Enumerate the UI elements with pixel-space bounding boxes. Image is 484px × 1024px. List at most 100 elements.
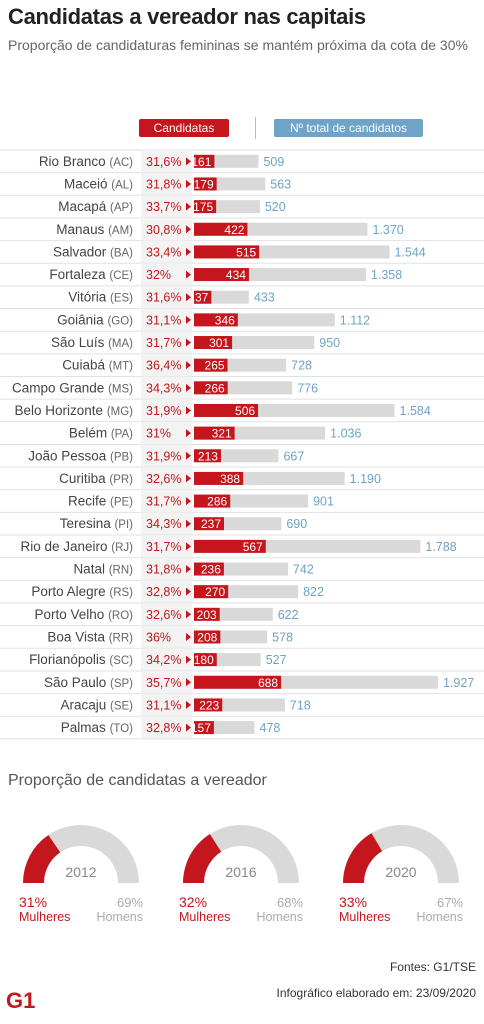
women-label: Mulheres — [19, 910, 70, 924]
percent-cell — [141, 240, 192, 264]
city-label: João Pessoa (PB) — [28, 448, 133, 463]
percent-cell — [141, 512, 192, 536]
percent-cell — [141, 603, 192, 626]
state-code: (BA) — [110, 247, 133, 259]
state-code: (PI) — [114, 519, 133, 531]
city-name: Fortaleza — [49, 267, 109, 282]
state-code: (RS) — [109, 587, 133, 599]
total-value-label: 950 — [319, 336, 340, 350]
candidatas-value-label: 515 — [236, 245, 256, 259]
percent-arrow — [186, 383, 191, 392]
percent-arrow — [186, 225, 191, 234]
percent-label: 31,1% — [146, 313, 181, 327]
percent-arrow — [186, 587, 191, 596]
percent-arrow — [186, 519, 191, 528]
total-value-label: 520 — [265, 200, 286, 214]
bar-chart: Rio Branco (AC) 31,6% 161 509 Maceió (AL) 31,… — [0, 149, 484, 740]
candidatas-value-label: 213 — [198, 449, 218, 463]
candidatas-value-label: 175 — [193, 200, 213, 214]
percent-label: 31,8% — [146, 563, 181, 577]
city-name: Goiânia — [57, 312, 107, 327]
candidatas-bar — [194, 630, 221, 644]
candidatas-bar — [194, 290, 212, 304]
candidatas-bar — [194, 222, 248, 236]
women-arc — [23, 835, 61, 883]
state-code: (TO) — [110, 723, 134, 735]
candidatas-bar — [194, 675, 282, 689]
city-name: Belém — [69, 426, 111, 441]
credit-note: Infográfico elaborado em: 23/09/2020 — [276, 986, 476, 1000]
percent-cell — [141, 693, 192, 717]
city-name: São Luís — [51, 335, 108, 350]
total-value-label: 1.927 — [443, 676, 474, 690]
city-label: Florianópolis (SC) — [29, 652, 133, 667]
percent-arrow — [186, 315, 191, 324]
candidatas-bar — [194, 721, 214, 735]
percent-label: 34,3% — [146, 517, 181, 531]
candidatas-bar — [194, 358, 228, 372]
total-value-label: 1.190 — [350, 472, 381, 486]
candidatas-value-label: 266 — [205, 381, 225, 395]
men-label: Homens — [416, 910, 463, 924]
candidatas-value-label: 422 — [224, 223, 244, 237]
donut-chart: 201231%Mulheres69%Homens201632%Mulheres6… — [19, 825, 463, 924]
percent-label: 31,9% — [146, 449, 181, 463]
candidatas-value-label: 301 — [209, 336, 229, 350]
total-value-label: 742 — [293, 563, 314, 577]
candidatas-bar — [194, 539, 266, 553]
state-code: (MS) — [108, 383, 133, 395]
city-label: Belém (PA) — [69, 426, 133, 441]
candidatas-bar — [194, 698, 223, 712]
percent-arrow — [186, 429, 191, 438]
men-percent: 67% — [437, 895, 463, 910]
city-label: Boa Vista (RR) — [47, 629, 133, 644]
city-label: Macapá (AP) — [58, 199, 133, 214]
percent-arrow — [186, 202, 191, 211]
city-name: Natal — [73, 562, 108, 577]
percent-label: 31,7% — [146, 495, 181, 509]
donut-section-title: Proporção de candidatas a vereador — [8, 772, 267, 789]
city-name: Florianópolis — [29, 652, 109, 667]
candidatas-bar — [194, 426, 235, 440]
percent-arrow — [186, 157, 191, 166]
city-label: Recife (PE) — [68, 494, 133, 509]
percent-label: 31,9% — [146, 404, 181, 418]
total-value-label: 433 — [254, 291, 275, 305]
city-label: Porto Alegre (RS) — [31, 584, 133, 599]
percent-arrow — [186, 338, 191, 347]
state-code: (AC) — [109, 157, 133, 169]
percent-cell — [141, 535, 192, 558]
city-label: Salvador (BA) — [53, 244, 133, 259]
total-value-label: 509 — [263, 155, 284, 169]
percent-label: 31,6% — [146, 291, 181, 305]
candidatas-value-label: 161 — [191, 155, 211, 169]
men-arc — [48, 825, 139, 883]
percent-cell — [141, 150, 192, 173]
total-value-label: 901 — [313, 495, 334, 509]
percent-cell — [141, 308, 192, 332]
city-label: São Paulo (SP) — [44, 675, 133, 690]
state-code: (RN) — [109, 565, 133, 577]
city-label: Goiânia (GO) — [57, 312, 133, 327]
state-code: (SP) — [110, 678, 133, 690]
percent-cell — [141, 172, 192, 196]
percent-arrow — [186, 474, 191, 483]
total-value-label: 690 — [286, 517, 307, 531]
candidatas-bar — [194, 177, 217, 191]
percent-cell — [141, 580, 192, 603]
percent-arrow — [186, 361, 191, 370]
percent-arrow — [186, 678, 191, 687]
percent-cell — [141, 557, 192, 581]
city-name: São Paulo — [44, 675, 110, 690]
candidatas-value-label: 506 — [235, 404, 255, 418]
candidatas-value-label: 434 — [226, 268, 246, 282]
city-name: João Pessoa — [28, 448, 110, 463]
men-label: Homens — [256, 910, 303, 924]
city-label: Manaus (AM) — [56, 222, 133, 237]
women-label: Mulheres — [179, 910, 230, 924]
percent-arrow — [186, 497, 191, 506]
city-label: Campo Grande (MS) — [12, 380, 133, 395]
sources-note: Fontes: G1/TSE — [389, 960, 476, 974]
candidatas-value-label: 208 — [197, 630, 217, 644]
city-name: Teresina — [60, 516, 115, 531]
